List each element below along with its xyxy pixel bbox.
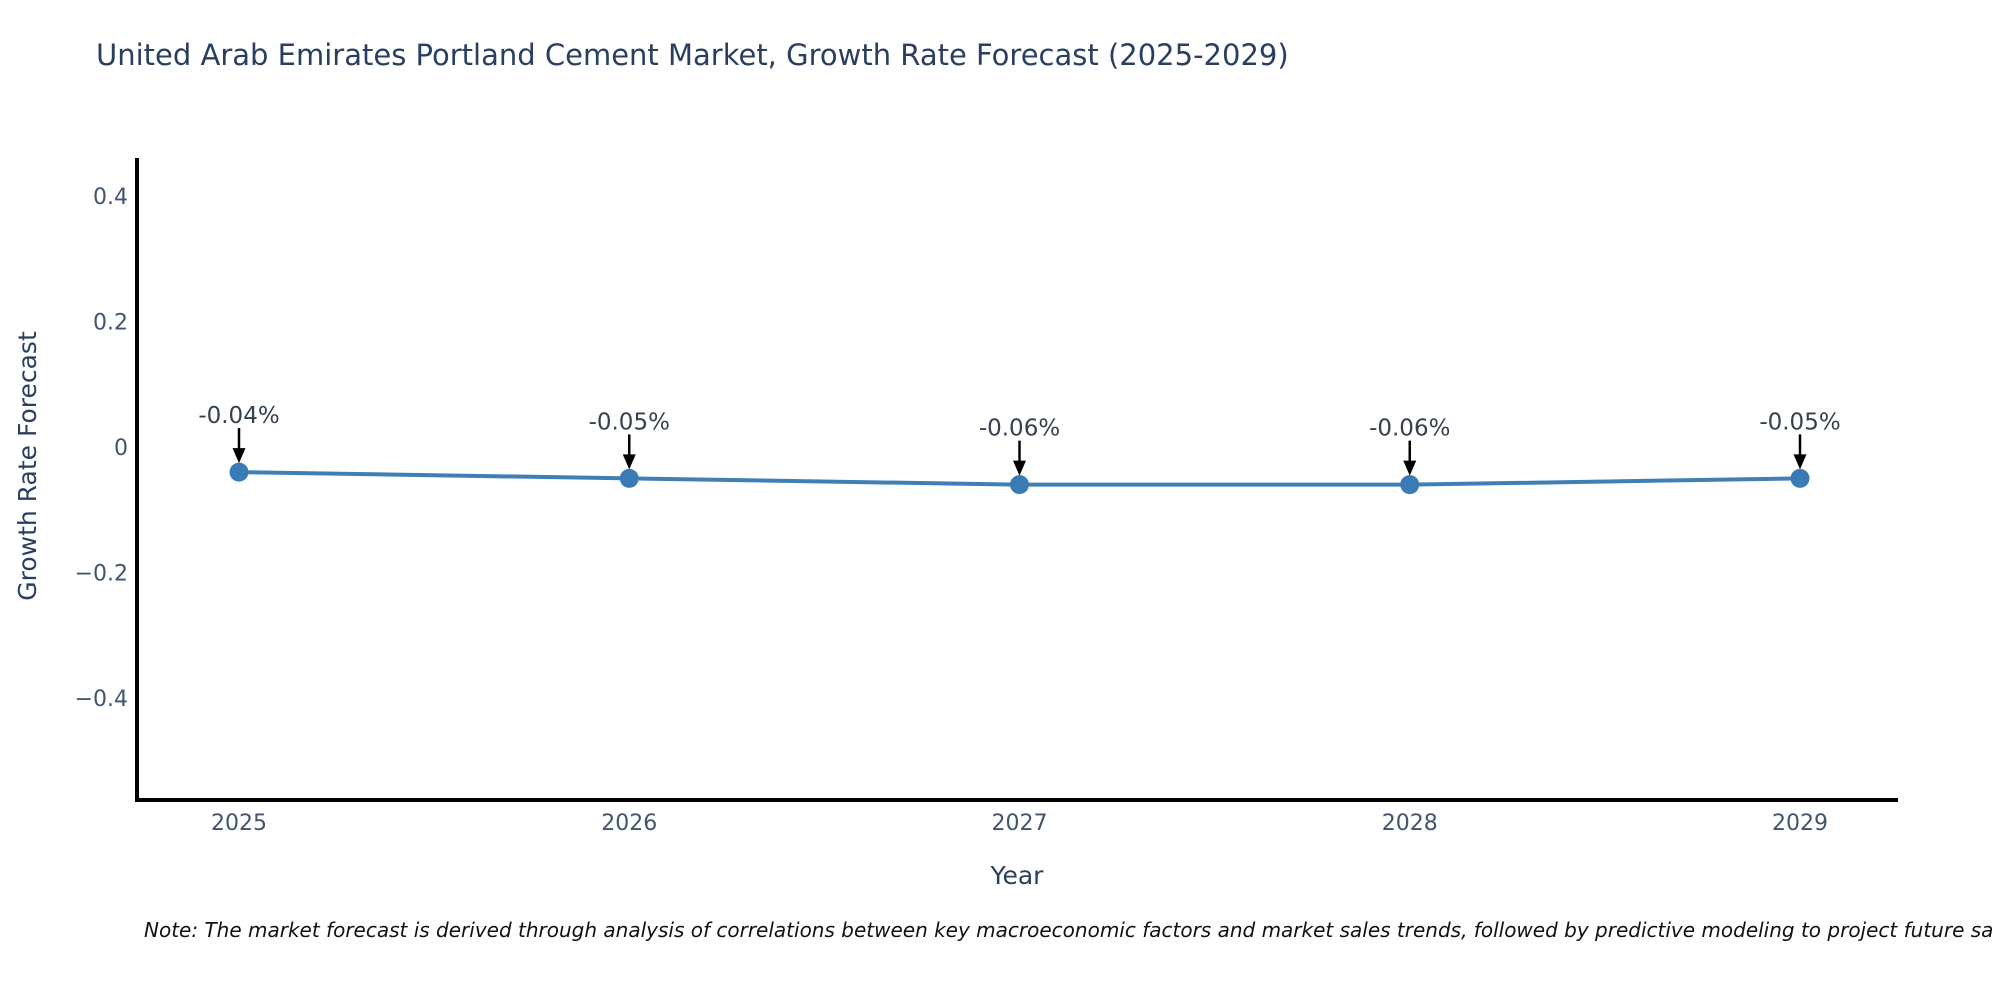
annotation-arrowhead: [1403, 460, 1417, 476]
annotation-arrowhead: [1793, 454, 1807, 470]
data-point-marker: [229, 462, 249, 482]
chart-footnote: Note: The market forecast is derived thr…: [144, 918, 1994, 942]
y-tick-label: 0.2: [93, 311, 128, 336]
annotation-label: -0.06%: [979, 416, 1060, 442]
data-point-marker: [619, 468, 639, 488]
y-tick-label: −0.4: [75, 687, 128, 712]
annotation-arrowhead: [232, 448, 246, 464]
annotation-label: -0.04%: [198, 403, 279, 429]
annotation-label: -0.06%: [1369, 416, 1450, 442]
x-tick-label: 2027: [992, 811, 1048, 836]
y-tick-label: 0.4: [93, 185, 128, 210]
annotation-label: -0.05%: [1759, 409, 1840, 435]
data-point-marker: [1400, 475, 1420, 495]
x-tick-label: 2028: [1382, 811, 1438, 836]
x-tick-label: 2025: [211, 811, 267, 836]
chart-title: United Arab Emirates Portland Cement Mar…: [96, 38, 1289, 72]
annotation-label: -0.05%: [589, 409, 670, 435]
y-tick-label: 0: [114, 436, 128, 461]
data-point-marker: [1790, 468, 1810, 488]
x-tick-label: 2029: [1772, 811, 1828, 836]
x-axis-title: Year: [990, 861, 1045, 890]
y-axis-title: Growth Rate Forecast: [13, 331, 42, 601]
x-tick-label: 2026: [601, 811, 657, 836]
annotation-arrowhead: [622, 454, 636, 470]
annotation-arrowhead: [1013, 460, 1026, 476]
data-point-marker: [1010, 475, 1029, 495]
y-tick-label: −0.2: [75, 562, 128, 587]
